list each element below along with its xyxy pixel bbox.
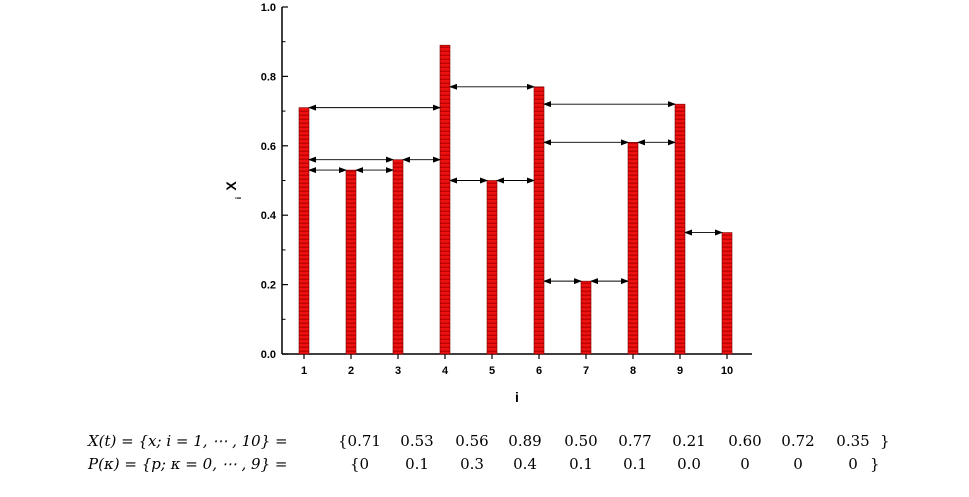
equation-p-value: 0 <box>740 455 750 473</box>
x-tick-label: 2 <box>348 365 354 377</box>
equation-x-close: } <box>880 432 890 450</box>
x-tick-label: 5 <box>489 365 495 377</box>
bar <box>439 44 451 355</box>
x-axis-title: i <box>515 389 519 405</box>
x-tick-label: 6 <box>536 365 542 377</box>
y-tick-label: 0.8 <box>261 71 276 83</box>
bar <box>486 180 498 355</box>
y-tick-label: 0.2 <box>261 280 276 292</box>
equation-p-value: 0.1 <box>569 455 593 473</box>
x-tick-label: 7 <box>583 365 589 377</box>
bar <box>627 142 639 355</box>
x-tick-label: 9 <box>677 365 683 377</box>
axes <box>281 6 752 359</box>
equation-p-value: 0 <box>848 455 858 473</box>
labels-group: 0.0 0.2 0.4 0.6 0.8 1.0 1 2 3 4 5 6 7 8 9 10 i Xi <box>223 2 733 405</box>
equation-p-value: 0.3 <box>460 455 484 473</box>
bar <box>674 103 686 355</box>
equation-x-value: 0.56 <box>455 432 489 450</box>
equation-x-value: 0.89 <box>508 432 542 450</box>
arrows-group <box>308 83 723 285</box>
x-tick-label: 3 <box>395 365 401 377</box>
equation-x-value: 0.60 <box>728 432 762 450</box>
equation-p-value: 0.0 <box>677 455 701 473</box>
x-tick-label: 10 <box>721 365 733 377</box>
x-tick-label: 4 <box>442 365 449 377</box>
bar <box>580 280 592 355</box>
bar <box>533 86 545 355</box>
bars-group <box>298 44 733 355</box>
y-tick-label: 0.6 <box>261 141 276 153</box>
bar-chart: 0.0 0.2 0.4 0.6 0.8 1.0 1 2 3 4 5 6 7 8 9 10 i Xi <box>223 2 752 405</box>
equation-p-value: 0.1 <box>623 455 647 473</box>
equation-p-lhs: P(κ) = {p; κ = 0, ⋯ , 9} = <box>88 455 288 473</box>
equation-x-value: 0.35 <box>836 432 870 450</box>
equation-x-value: 0.72 <box>781 432 815 450</box>
bar <box>298 107 310 355</box>
equation-x-value: 0.21 <box>672 432 706 450</box>
equation-p-close: } <box>870 455 880 473</box>
y-tick-label: 1.0 <box>261 2 276 14</box>
equation-p-value: 0.1 <box>405 455 429 473</box>
bar <box>345 169 357 355</box>
x-tick-label: 1 <box>301 365 307 377</box>
bar <box>392 159 404 355</box>
y-axis-title-subscript: i <box>234 197 243 199</box>
equation-x-value: 0.77 <box>618 432 652 450</box>
equation-p-first: {0 <box>350 455 370 473</box>
y-axis-title: X <box>223 181 239 191</box>
equation-p-value: 0.4 <box>513 455 537 473</box>
equation-p-value: 0 <box>793 455 803 473</box>
x-tick-label: 8 <box>630 365 636 377</box>
y-tick-label: 0.4 <box>261 210 277 222</box>
equation-x-value: 0.53 <box>400 432 434 450</box>
y-tick-label: 0.0 <box>261 349 276 361</box>
bar <box>721 232 733 355</box>
equation-x-value: 0.50 <box>564 432 598 450</box>
equation-x-lhs: X(t) = {x; i = 1, ⋯ , 10} = <box>88 432 288 450</box>
equation-x-first: {0.71 <box>338 432 381 450</box>
